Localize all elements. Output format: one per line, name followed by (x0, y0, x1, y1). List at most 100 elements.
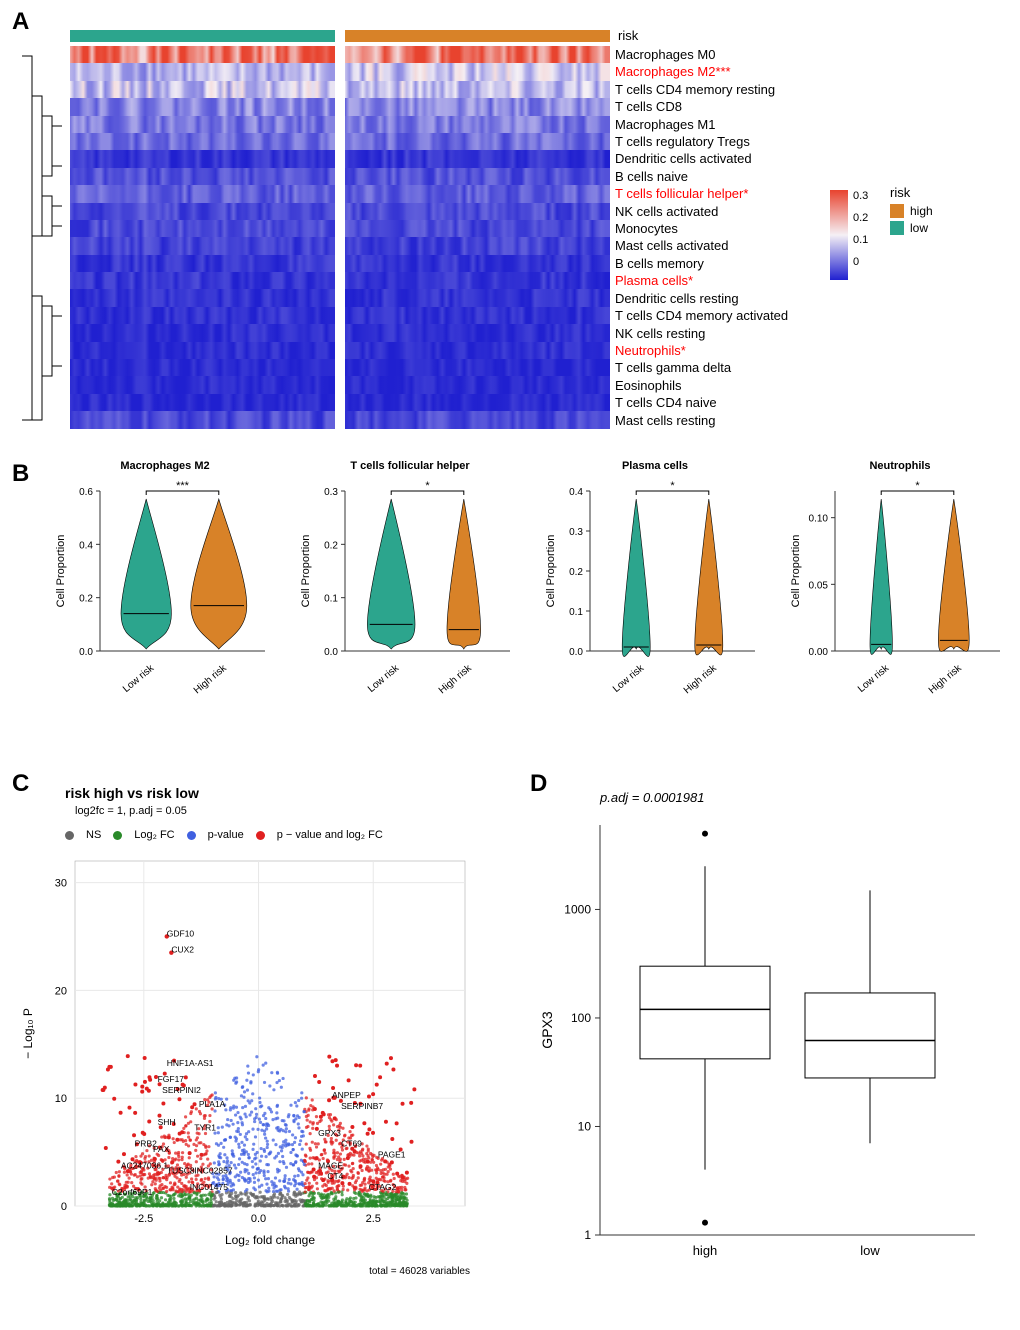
svg-text:100: 100 (571, 1011, 591, 1025)
heatmap-body (70, 46, 610, 430)
risk-bar-label: risk (618, 28, 638, 43)
svg-text:PLA1A: PLA1A (199, 1099, 226, 1109)
svg-text:− Log₁₀ P: − Log₁₀ P (21, 1008, 35, 1059)
svg-text:***: *** (176, 480, 190, 492)
svg-text:20: 20 (55, 985, 67, 997)
svg-text:AC247036.1: AC247036.1 (121, 1160, 169, 1170)
volcano-legend-item: NS (65, 829, 101, 841)
risk-legend: risk high low (890, 185, 933, 238)
svg-text:0.2: 0.2 (324, 540, 338, 551)
heatmap-row-label: Dendritic cells resting (615, 290, 788, 307)
heatmap-row (70, 220, 610, 237)
heatmap-row-label: T cells CD4 naive (615, 394, 788, 411)
legend-item: high (890, 204, 933, 218)
violin-plot: T cells follicular helper0.00.10.20.3Cel… (295, 460, 525, 710)
svg-text:30: 30 (55, 878, 67, 890)
svg-text:TYR1: TYR1 (194, 1123, 216, 1133)
violin-plot: Macrophages M20.00.20.40.6Cell Proportio… (50, 460, 280, 710)
svg-text:C2orf69P1: C2orf69P1 (112, 1187, 153, 1197)
panel-d-boxplot: p.adj = 0.0001981 1101001000GPX3highlow (530, 760, 1010, 1300)
heatmap-row (70, 185, 610, 202)
svg-text:*: * (425, 480, 430, 492)
svg-text:PAGE1: PAGE1 (378, 1149, 406, 1159)
heatmap-row-label: B cells memory (615, 255, 788, 272)
svg-text:0.1: 0.1 (324, 594, 338, 605)
heatmap-row (70, 272, 610, 289)
heatmap-row (70, 81, 610, 98)
volcano-plot: -2.50.02.50102030Log₂ fold change− Log₁₀… (10, 841, 490, 1261)
color-scale-bar (830, 190, 848, 280)
svg-text:INC02857: INC02857 (194, 1166, 233, 1176)
volcano-title: risk high vs risk low (65, 785, 510, 801)
legend-item: low (890, 221, 933, 235)
svg-text:CUX2: CUX2 (171, 945, 194, 955)
svg-text:0.10: 0.10 (809, 514, 829, 525)
heatmap-row (70, 342, 610, 359)
svg-text:low: low (860, 1243, 880, 1258)
svg-text:2.5: 2.5 (366, 1213, 381, 1225)
svg-text:GPX3: GPX3 (539, 1011, 555, 1049)
color-scale-ticks: 0.30.20.10 (853, 185, 868, 273)
svg-text:GPX3: GPX3 (318, 1128, 341, 1138)
svg-text:0.2: 0.2 (79, 594, 93, 605)
heatmap-row (70, 359, 610, 376)
volcano-legend-item: p − value and log₂ FC (256, 829, 383, 841)
svg-text:High risk: High risk (437, 662, 475, 696)
svg-text:0.3: 0.3 (324, 487, 338, 498)
svg-text:0.0: 0.0 (79, 647, 93, 658)
violin-plot: Plasma cells0.00.10.20.30.4Cell Proporti… (540, 460, 770, 710)
heatmap-row (70, 376, 610, 393)
violin-plot: Neutrophils0.000.050.10Cell ProportionLo… (785, 460, 1015, 710)
svg-text:10: 10 (55, 1093, 67, 1105)
heatmap-row-label: Neutrophils* (615, 342, 788, 359)
svg-text:*: * (915, 480, 920, 492)
svg-text:CTAG2: CTAG2 (369, 1182, 397, 1192)
heatmap-row (70, 133, 610, 150)
svg-text:High risk: High risk (682, 662, 720, 696)
panel-b-violins: Macrophages M20.00.20.40.6Cell Proportio… (10, 460, 1010, 710)
heatmap-row-labels: Macrophages M0Macrophages M2***T cells C… (615, 46, 788, 429)
svg-text:Low risk: Low risk (121, 662, 157, 695)
svg-text:ANPEP: ANPEP (332, 1090, 361, 1100)
panel-a-heatmap: risk Macrophages M0Macrophages M2***T ce… (10, 10, 1010, 440)
svg-text:0.00: 0.00 (809, 647, 829, 658)
volcano-legend: NS Log₂ FC p-value p − value and log₂ FC (65, 829, 510, 841)
svg-text:Log₂ fold change: Log₂ fold change (225, 1233, 315, 1247)
heatmap-row (70, 150, 610, 167)
risk-bar-low (70, 30, 335, 42)
volcano-total: total = 46028 variables (10, 1266, 470, 1277)
volcano-legend-item: p-value (187, 829, 244, 841)
heatmap-row (70, 307, 610, 324)
svg-text:0.0: 0.0 (324, 647, 338, 658)
svg-text:Low risk: Low risk (366, 662, 402, 695)
svg-text:-2.5: -2.5 (134, 1213, 153, 1225)
svg-text:Cell Proportion: Cell Proportion (545, 535, 557, 608)
svg-text:SERPINI2: SERPINI2 (162, 1085, 201, 1095)
heatmap-row-label: Macrophages M0 (615, 46, 788, 63)
svg-text:Cell Proportion: Cell Proportion (790, 535, 802, 608)
svg-text:Cell Proportion: Cell Proportion (300, 535, 312, 608)
svg-text:*: * (670, 480, 675, 492)
heatmap-row (70, 98, 610, 115)
svg-text:SERPINB7: SERPINB7 (341, 1101, 383, 1111)
heatmap-row (70, 289, 610, 306)
svg-text:CT4: CT4 (327, 1171, 343, 1181)
svg-text:0.05: 0.05 (809, 580, 829, 591)
heatmap-row-label: Macrophages M1 (615, 116, 788, 133)
risk-annotation-bar (70, 30, 610, 42)
svg-text:GDF10: GDF10 (167, 928, 195, 938)
heatmap-row-label: NK cells resting (615, 325, 788, 342)
risk-legend-title: risk (890, 185, 933, 200)
heatmap-row-label: Dendritic cells activated (615, 150, 788, 167)
svg-text:TUSC8: TUSC8 (167, 1166, 195, 1176)
svg-text:1: 1 (584, 1228, 591, 1242)
panel-c-volcano: risk high vs risk low log2fc = 1, p.adj … (10, 760, 510, 1300)
volcano-legend-item: Log₂ FC (113, 829, 174, 841)
heatmap-row (70, 203, 610, 220)
svg-text:0: 0 (61, 1201, 67, 1213)
heatmap-row (70, 394, 610, 411)
svg-text:High risk: High risk (927, 662, 965, 696)
svg-text:0.3: 0.3 (569, 527, 583, 538)
svg-text:CT69: CT69 (341, 1139, 362, 1149)
heatmap-row-label: T cells CD4 memory resting (615, 81, 788, 98)
